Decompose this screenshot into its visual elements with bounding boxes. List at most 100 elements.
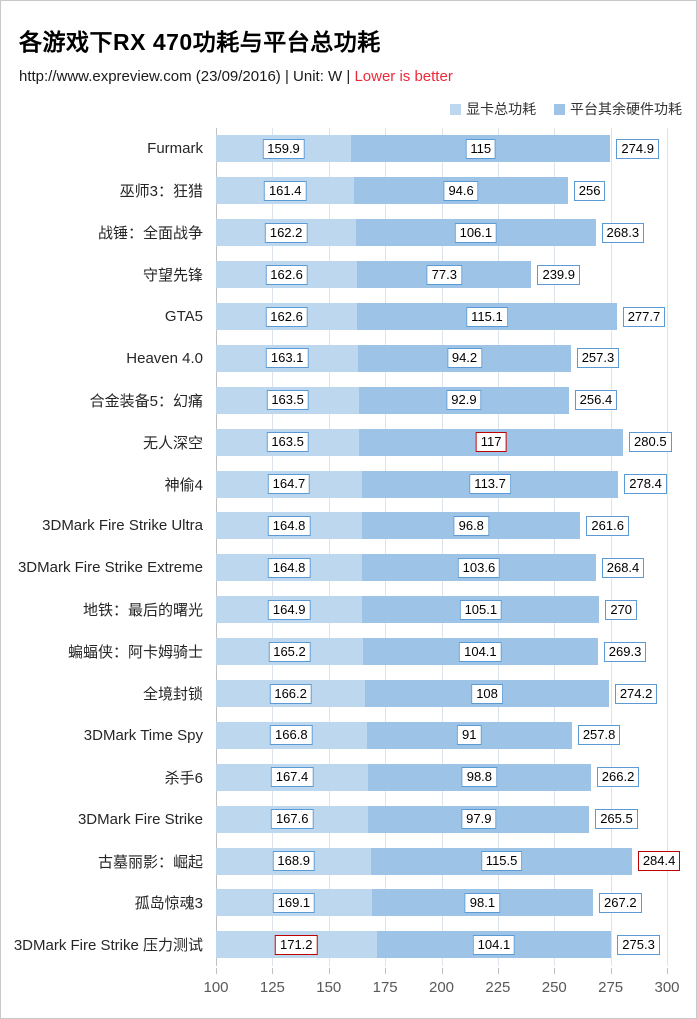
bar-plot: 167.6 97.9 265.5 (216, 805, 667, 833)
gpu-value-label: 171.2 (274, 934, 318, 955)
total-value-label: 274.9 (616, 138, 659, 159)
total-value-label: 267.2 (599, 892, 642, 913)
axis-tick-mark (554, 967, 556, 974)
gpu-value-label: 164.7 (267, 474, 311, 495)
bar-plot: 164.9 105.1 270 (216, 596, 667, 624)
chart-row: 蝙蝠侠：阿卡姆骑士 165.2 104.1 269.3 (1, 631, 696, 673)
category-label: 3DMark Fire Strike 压力测试 (13, 937, 203, 955)
gpu-value-label: 164.8 (267, 515, 311, 536)
axis-tick-mark (497, 967, 499, 974)
axis-tick-label: 225 (485, 978, 511, 996)
gridline (216, 128, 217, 966)
total-value-label: 257.8 (577, 725, 621, 746)
bar-plot: 166.2 108 274.2 (216, 680, 667, 708)
chart-row: 地铁：最后的曙光 164.9 105.1 270 (1, 589, 696, 631)
total-value-label: 257.3 (576, 348, 620, 369)
bar-plot: 164.7 113.7 278.4 (216, 470, 667, 498)
chart-row: 无人深空 163.5 117 280.5 (1, 421, 696, 463)
chart-row: 3DMark Time Spy 166.8 91 257.8 (1, 714, 696, 756)
chart-legend: 显卡总功耗 平台其余硬件功耗 (1, 99, 682, 119)
gpu-value-label: 162.6 (265, 264, 308, 285)
platform-value-label: 115.5 (480, 851, 523, 872)
bar-plot: 168.9 115.5 284.4 (216, 847, 681, 875)
category-label: 无人深空 (142, 434, 203, 452)
gridline (610, 128, 612, 966)
category-label: 战锤：全面战争 (97, 225, 203, 243)
platform-value-label: 104.1 (459, 641, 502, 662)
chart-row: 3DMark Fire Strike 167.6 97.9 265.5 (1, 798, 696, 840)
total-value-label: 256 (573, 180, 606, 201)
category-label: 古墓丽影：崛起 (97, 853, 203, 871)
platform-value-label: 94.6 (443, 180, 479, 201)
category-label: 3DMark Fire Strike (77, 810, 203, 828)
total-value-label: 266.2 (596, 767, 640, 788)
axis-tick-label: 200 (428, 978, 455, 996)
gpu-value-label: 159.9 (262, 138, 305, 159)
legend-item-gpu: 显卡总功耗 (450, 99, 536, 119)
category-label: Furmark (147, 140, 203, 158)
category-label: 合金装备5：幻痛 (89, 392, 203, 410)
bar-plot: 164.8 103.6 268.4 (216, 554, 667, 582)
platform-value-label: 91 (457, 725, 482, 746)
gridlines (216, 128, 668, 966)
gpu-value-label: 162.2 (264, 222, 308, 243)
axis-tick-mark (610, 967, 612, 974)
gridline (497, 128, 499, 966)
platform-value-label: 113.7 (469, 474, 511, 495)
lower-is-better-note: Lower is better (354, 68, 453, 85)
total-value-label: 274.2 (614, 683, 658, 704)
total-value-label: 284.4 (637, 851, 681, 872)
gpu-value-label: 162.6 (265, 306, 308, 327)
gpu-value-label: 164.8 (267, 557, 311, 578)
gridline (441, 128, 443, 966)
chart-row: 3DMark Fire Strike 压力测试 171.2 104.1 275.3 (1, 924, 696, 966)
legend-label-gpu: 显卡总功耗 (466, 101, 537, 117)
chart-rows: Furmark 159.9 115 274.9 巫师3：狂猎 161.4 94.6 256 战锤… (1, 128, 696, 966)
bar-plot: 162.6 77.3 239.9 (216, 261, 667, 289)
platform-value-label: 98.1 (464, 892, 501, 913)
axis-tick-mark (328, 967, 330, 974)
bar-plot: 159.9 115 274.9 (216, 135, 667, 163)
gpu-value-label: 167.6 (270, 809, 314, 830)
bar-plot: 167.4 98.8 266.2 (216, 763, 667, 791)
bar-plot: 161.4 94.6 256 (216, 177, 667, 205)
gpu-value-label: 161.4 (263, 180, 307, 201)
platform-value-label: 115.1 (466, 306, 508, 327)
total-value-label: 280.5 (629, 432, 672, 453)
axis-tick-label: 275 (598, 978, 624, 996)
platform-value-label: 115 (465, 138, 497, 159)
axis-tick-mark (667, 967, 668, 974)
gridline (667, 128, 668, 966)
platform-value-label: 105.1 (459, 599, 503, 620)
category-label: 地铁：最后的曙光 (82, 602, 203, 620)
gpu-value-label: 169.1 (272, 892, 316, 913)
gpu-value-label: 165.2 (268, 641, 311, 662)
platform-value-label: 98.8 (461, 767, 498, 788)
legend-item-platform: 平台其余硬件功耗 (554, 99, 682, 119)
bar-plot: 163.1 94.2 257.3 (216, 344, 667, 372)
gpu-value-label: 163.5 (266, 432, 309, 453)
gpu-value-label: 167.4 (270, 767, 314, 788)
category-label: 杀手6 (164, 769, 203, 787)
gridline (272, 128, 274, 966)
bar-plot: 162.6 115.1 277.7 (216, 303, 667, 330)
platform-value-label: 97.9 (461, 809, 497, 830)
category-label: GTA5 (164, 308, 203, 325)
gpu-value-label: 163.5 (266, 390, 309, 411)
chart-header: 各游戏下RX 470功耗与平台总功耗 http://www.expreview.… (1, 1, 696, 85)
platform-value-label: 92.9 (446, 390, 482, 411)
bar-plot: 164.8 96.8 261.6 (216, 512, 667, 540)
bar-plot: 171.2 104.1 275.3 (216, 931, 667, 959)
legend-label-platform: 平台其余硬件功耗 (570, 101, 682, 117)
platform-value-label: 106.1 (454, 222, 498, 243)
gpu-series-swatch-icon (450, 104, 462, 115)
chart-row: 全境封锁 166.2 108 274.2 (1, 673, 696, 715)
category-label: 守望先锋 (142, 267, 203, 285)
chart-row: 神偷4 164.7 113.7 278.4 (1, 463, 696, 505)
chart-subtitle: http://www.expreview.com (23/09/2016) | … (19, 68, 678, 85)
platform-value-label: 96.8 (453, 515, 489, 536)
gridline (385, 128, 387, 966)
bar-plot: 163.5 117 280.5 (216, 428, 672, 456)
axis-tick-label: 125 (259, 978, 285, 996)
